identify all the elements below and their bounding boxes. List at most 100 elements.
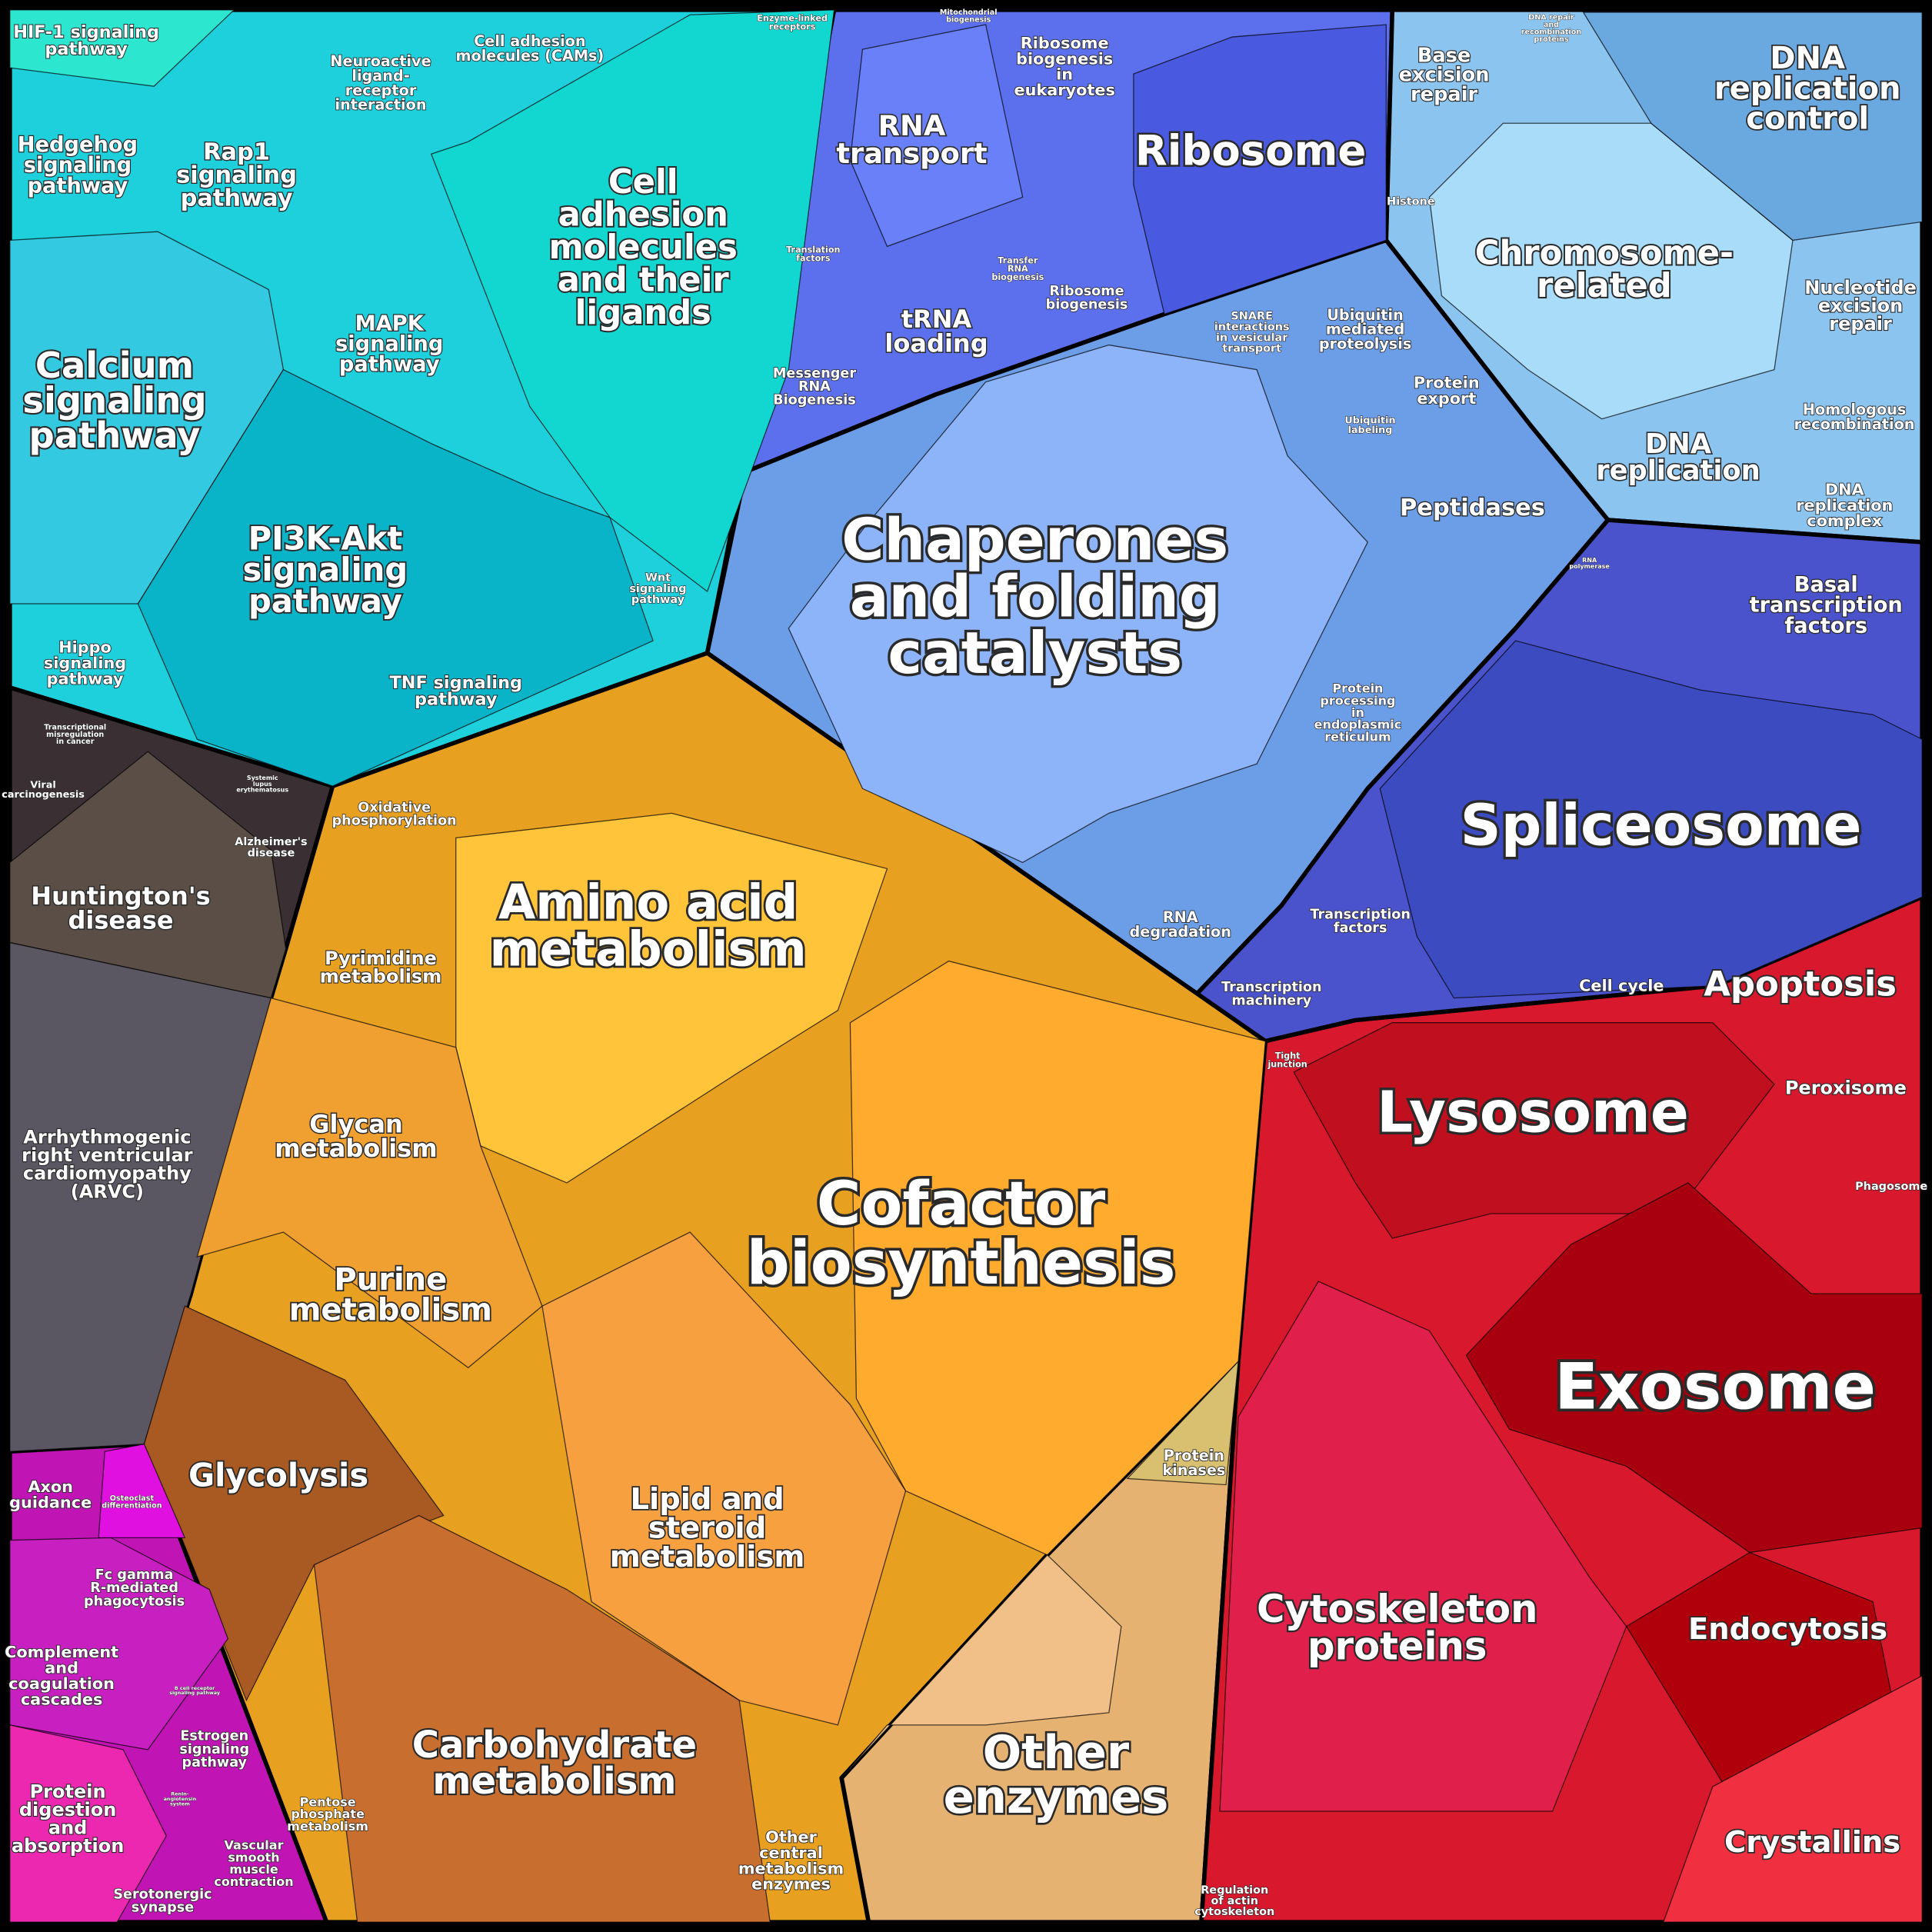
label-line: Complement — [5, 1643, 118, 1661]
cell-label: Purine metabolism — [289, 1262, 492, 1327]
cell-label: Transfer RNA biogenesis — [991, 255, 1044, 282]
label-line: reticulum — [1324, 729, 1391, 744]
label-line: MAPK — [355, 311, 425, 335]
cell-label: PI3K-Akt signaling pathway — [243, 519, 408, 620]
label-line: absorption — [12, 1835, 125, 1857]
cell-label: Peptidases — [1400, 495, 1545, 521]
label-line: eukaryotes — [1014, 81, 1114, 99]
label-line: interactions — [1214, 321, 1290, 333]
label-line: RNA — [1582, 557, 1597, 564]
label-line: RNA — [1008, 264, 1028, 274]
label-line: Renin- — [171, 1791, 189, 1797]
label-line: Systemic — [247, 774, 278, 781]
label-line: enzymes — [944, 1770, 1169, 1823]
label-line: endoplasmic — [1314, 717, 1402, 731]
label-line: and their — [558, 261, 730, 299]
label-line: Exosome — [1554, 1349, 1876, 1424]
cell-label: Oxidative phosphorylation — [332, 800, 457, 828]
label-line: recombination — [1794, 415, 1915, 432]
label-line: repair — [1829, 313, 1892, 335]
label-line: Hippo — [58, 638, 112, 656]
label-line: Crystallins — [1724, 1825, 1900, 1860]
label-line: Ribosome — [1049, 284, 1124, 299]
label-line: in — [1056, 65, 1073, 84]
label-line: processing — [1320, 693, 1395, 708]
cell-label: Basal transcription factors — [1750, 572, 1903, 637]
label-line: metabolism — [490, 921, 807, 977]
label-line: Pyrimidine — [325, 948, 437, 969]
cell-label: Arrhythmogenic right ventricular cardiomyo… — [22, 1127, 193, 1203]
cell-label: Rap1 signaling pathway — [176, 138, 297, 212]
label-line: labeling — [1348, 424, 1393, 435]
label-line: and — [45, 1659, 78, 1677]
label-line: metabolism — [287, 1818, 368, 1833]
label-line: Chromosome- — [1475, 235, 1734, 273]
label-line: erythematosus — [236, 786, 288, 793]
label-line: smooth — [228, 1850, 279, 1864]
cell-label: Mitochondrial biogenesis — [940, 8, 998, 24]
cell-label: Protein kinases — [1162, 1447, 1225, 1479]
label-line: signaling — [179, 1742, 249, 1757]
cell — [841, 1554, 1122, 1779]
label-line: signaling — [629, 583, 686, 595]
cell-label: Renin-angiotensin system — [164, 1791, 197, 1807]
cell-label: Translation factors — [786, 245, 840, 263]
label-line: recombination — [1521, 28, 1582, 36]
cell-label: Homologous recombination — [1794, 401, 1915, 433]
cell-label: Transcription factors — [1310, 908, 1411, 936]
label-line: cytoskeleton — [1194, 1906, 1274, 1918]
label-line: Serotonergic — [113, 1887, 212, 1902]
label-line: pathway — [182, 1755, 247, 1770]
cell-label: Nucleotide excision repair — [1804, 277, 1917, 335]
label-line: signaling — [335, 331, 443, 355]
cell — [1582, 12, 1923, 242]
label-line: Protein — [30, 1780, 106, 1802]
label-line: muscle — [229, 1862, 278, 1877]
label-line: degradation — [1130, 922, 1231, 940]
label-line: Endocytosis — [1688, 1611, 1887, 1646]
label-line: Histone — [1387, 196, 1435, 208]
label-line: control — [1746, 102, 1869, 137]
label-line: HIF-1 signaling — [13, 22, 159, 42]
label-line: Transcription — [1221, 980, 1322, 995]
label-line: in vesicular — [1216, 332, 1288, 345]
cell-label: Ribosome — [1135, 125, 1366, 175]
label-line: Fc gamma — [95, 1567, 174, 1583]
label-line: pathway — [45, 39, 128, 59]
label-line: metabolism — [610, 1540, 805, 1574]
label-line: machinery — [1231, 993, 1311, 1008]
cell-label: tRNA loading — [884, 305, 988, 358]
cell — [849, 24, 1024, 248]
cell-label: Other enzymes — [944, 1725, 1169, 1823]
label-line: TNF signaling — [389, 673, 522, 693]
label-line: pathway — [181, 185, 293, 212]
cell — [9, 9, 235, 87]
cell-label: Cytoskeleton proteins — [1257, 1587, 1538, 1669]
label-line: and — [48, 1817, 88, 1838]
label-line: DNA repair — [1528, 13, 1574, 22]
label-line: and folding — [850, 562, 1221, 630]
cell-label: Chromosome-related — [1475, 235, 1734, 305]
cell — [430, 9, 835, 593]
label-line: Wnt — [645, 572, 671, 585]
cell-label: Protein digestion and absorption — [12, 1780, 125, 1857]
cell-label: Ribosome biogenesis in eukaryotes — [1014, 34, 1114, 99]
label-line: lupus — [253, 780, 272, 787]
label-line: phagocytosis — [84, 1594, 185, 1609]
label-line: replication — [1596, 455, 1760, 486]
cell-label: Glycan metabolism — [275, 1109, 437, 1162]
label-line: phosphate — [291, 1807, 365, 1821]
label-line: pathway — [631, 594, 685, 606]
cell — [1662, 1674, 1923, 1923]
cell-label: Ubiquitin mediated proteolysis — [1319, 305, 1411, 352]
label-line: transport — [836, 137, 987, 170]
label-line: steroid — [648, 1511, 766, 1545]
label-line: complex — [1807, 511, 1882, 530]
label-line: export — [1417, 389, 1476, 408]
label-line: pathway — [415, 690, 498, 710]
label-line: biogenesis — [1016, 49, 1113, 68]
cell-label: RNA degradation — [1130, 908, 1231, 941]
cell-label: Tight junction — [1267, 1051, 1307, 1069]
label-line: receptors — [769, 22, 816, 32]
